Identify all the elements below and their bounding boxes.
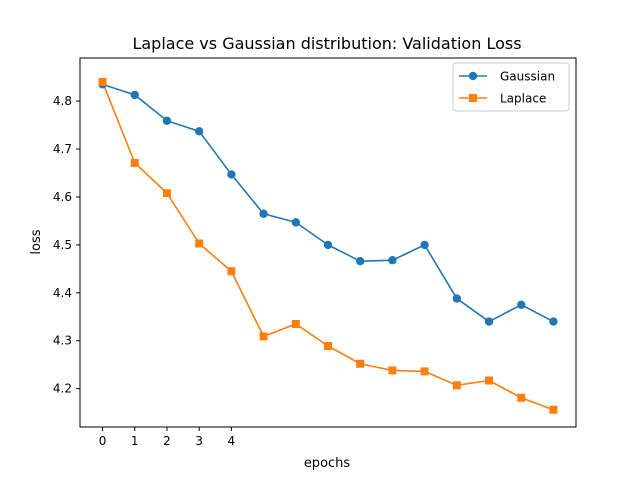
y-tick-label: 4.4: [53, 286, 72, 300]
data-point-laplace: [259, 332, 268, 341]
legend-marker-laplace: [469, 94, 477, 102]
legend-box: [452, 62, 570, 112]
data-point-laplace: [291, 319, 300, 328]
y-tick-label: 4.8: [53, 94, 72, 108]
data-point-gaussian: [356, 256, 365, 266]
data-point-gaussian: [484, 317, 494, 326]
data-point-gaussian: [420, 240, 429, 250]
legend-marker-gaussian: [468, 71, 478, 81]
data-point-gaussian: [194, 127, 204, 136]
legend-label-gaussian: Gaussian: [500, 70, 555, 84]
chart-title: Laplace vs Gaussian distribution: Valida…: [132, 34, 521, 53]
data-point-gaussian: [323, 240, 333, 250]
data-point-laplace: [324, 342, 332, 351]
data-point-gaussian: [162, 116, 172, 125]
data-point-laplace: [517, 393, 526, 402]
y-tick-label: 4.3: [53, 334, 72, 348]
x-tick-label: 1: [131, 434, 139, 448]
y-axis-label: loss: [29, 229, 44, 254]
y-tick-label: 4.2: [53, 382, 72, 396]
plot-area: 0 1 2 3 4 4.2 4.3 4.4 4.5 4.6 4.7 4.8: [53, 57, 577, 448]
legend: Gaussian Laplace: [452, 62, 570, 112]
x-tick-label: 2: [163, 434, 171, 448]
data-point-laplace: [452, 381, 461, 390]
data-point-laplace: [549, 405, 558, 414]
data-point-gaussian: [517, 300, 526, 309]
x-axis-label: epochs: [304, 456, 351, 471]
data-point-laplace: [227, 267, 236, 276]
data-point-laplace: [485, 376, 494, 385]
legend-label-laplace: Laplace: [500, 92, 546, 106]
x-tick-label: 0: [99, 434, 107, 448]
data-point-laplace: [98, 77, 107, 86]
data-point-laplace: [388, 366, 397, 375]
x-tick-label: 3: [195, 434, 203, 448]
axes-frame: [79, 57, 577, 428]
data-point-laplace: [130, 158, 139, 167]
data-point-laplace: [195, 239, 204, 248]
x-tick-label: 4: [228, 434, 236, 448]
y-tick-label: 4.6: [53, 190, 72, 204]
data-point-gaussian: [388, 256, 397, 265]
data-point-laplace: [356, 359, 365, 368]
y-tick-label: 4.7: [53, 142, 72, 156]
data-point-gaussian: [549, 317, 558, 326]
data-point-gaussian: [130, 90, 139, 100]
data-point-laplace: [162, 189, 171, 198]
data-point-gaussian: [227, 170, 236, 179]
data-point-laplace: [420, 367, 429, 376]
data-point-gaussian: [259, 209, 268, 218]
data-point-gaussian: [452, 294, 462, 303]
y-tick-label: 4.5: [53, 238, 72, 252]
data-point-gaussian: [291, 218, 300, 227]
